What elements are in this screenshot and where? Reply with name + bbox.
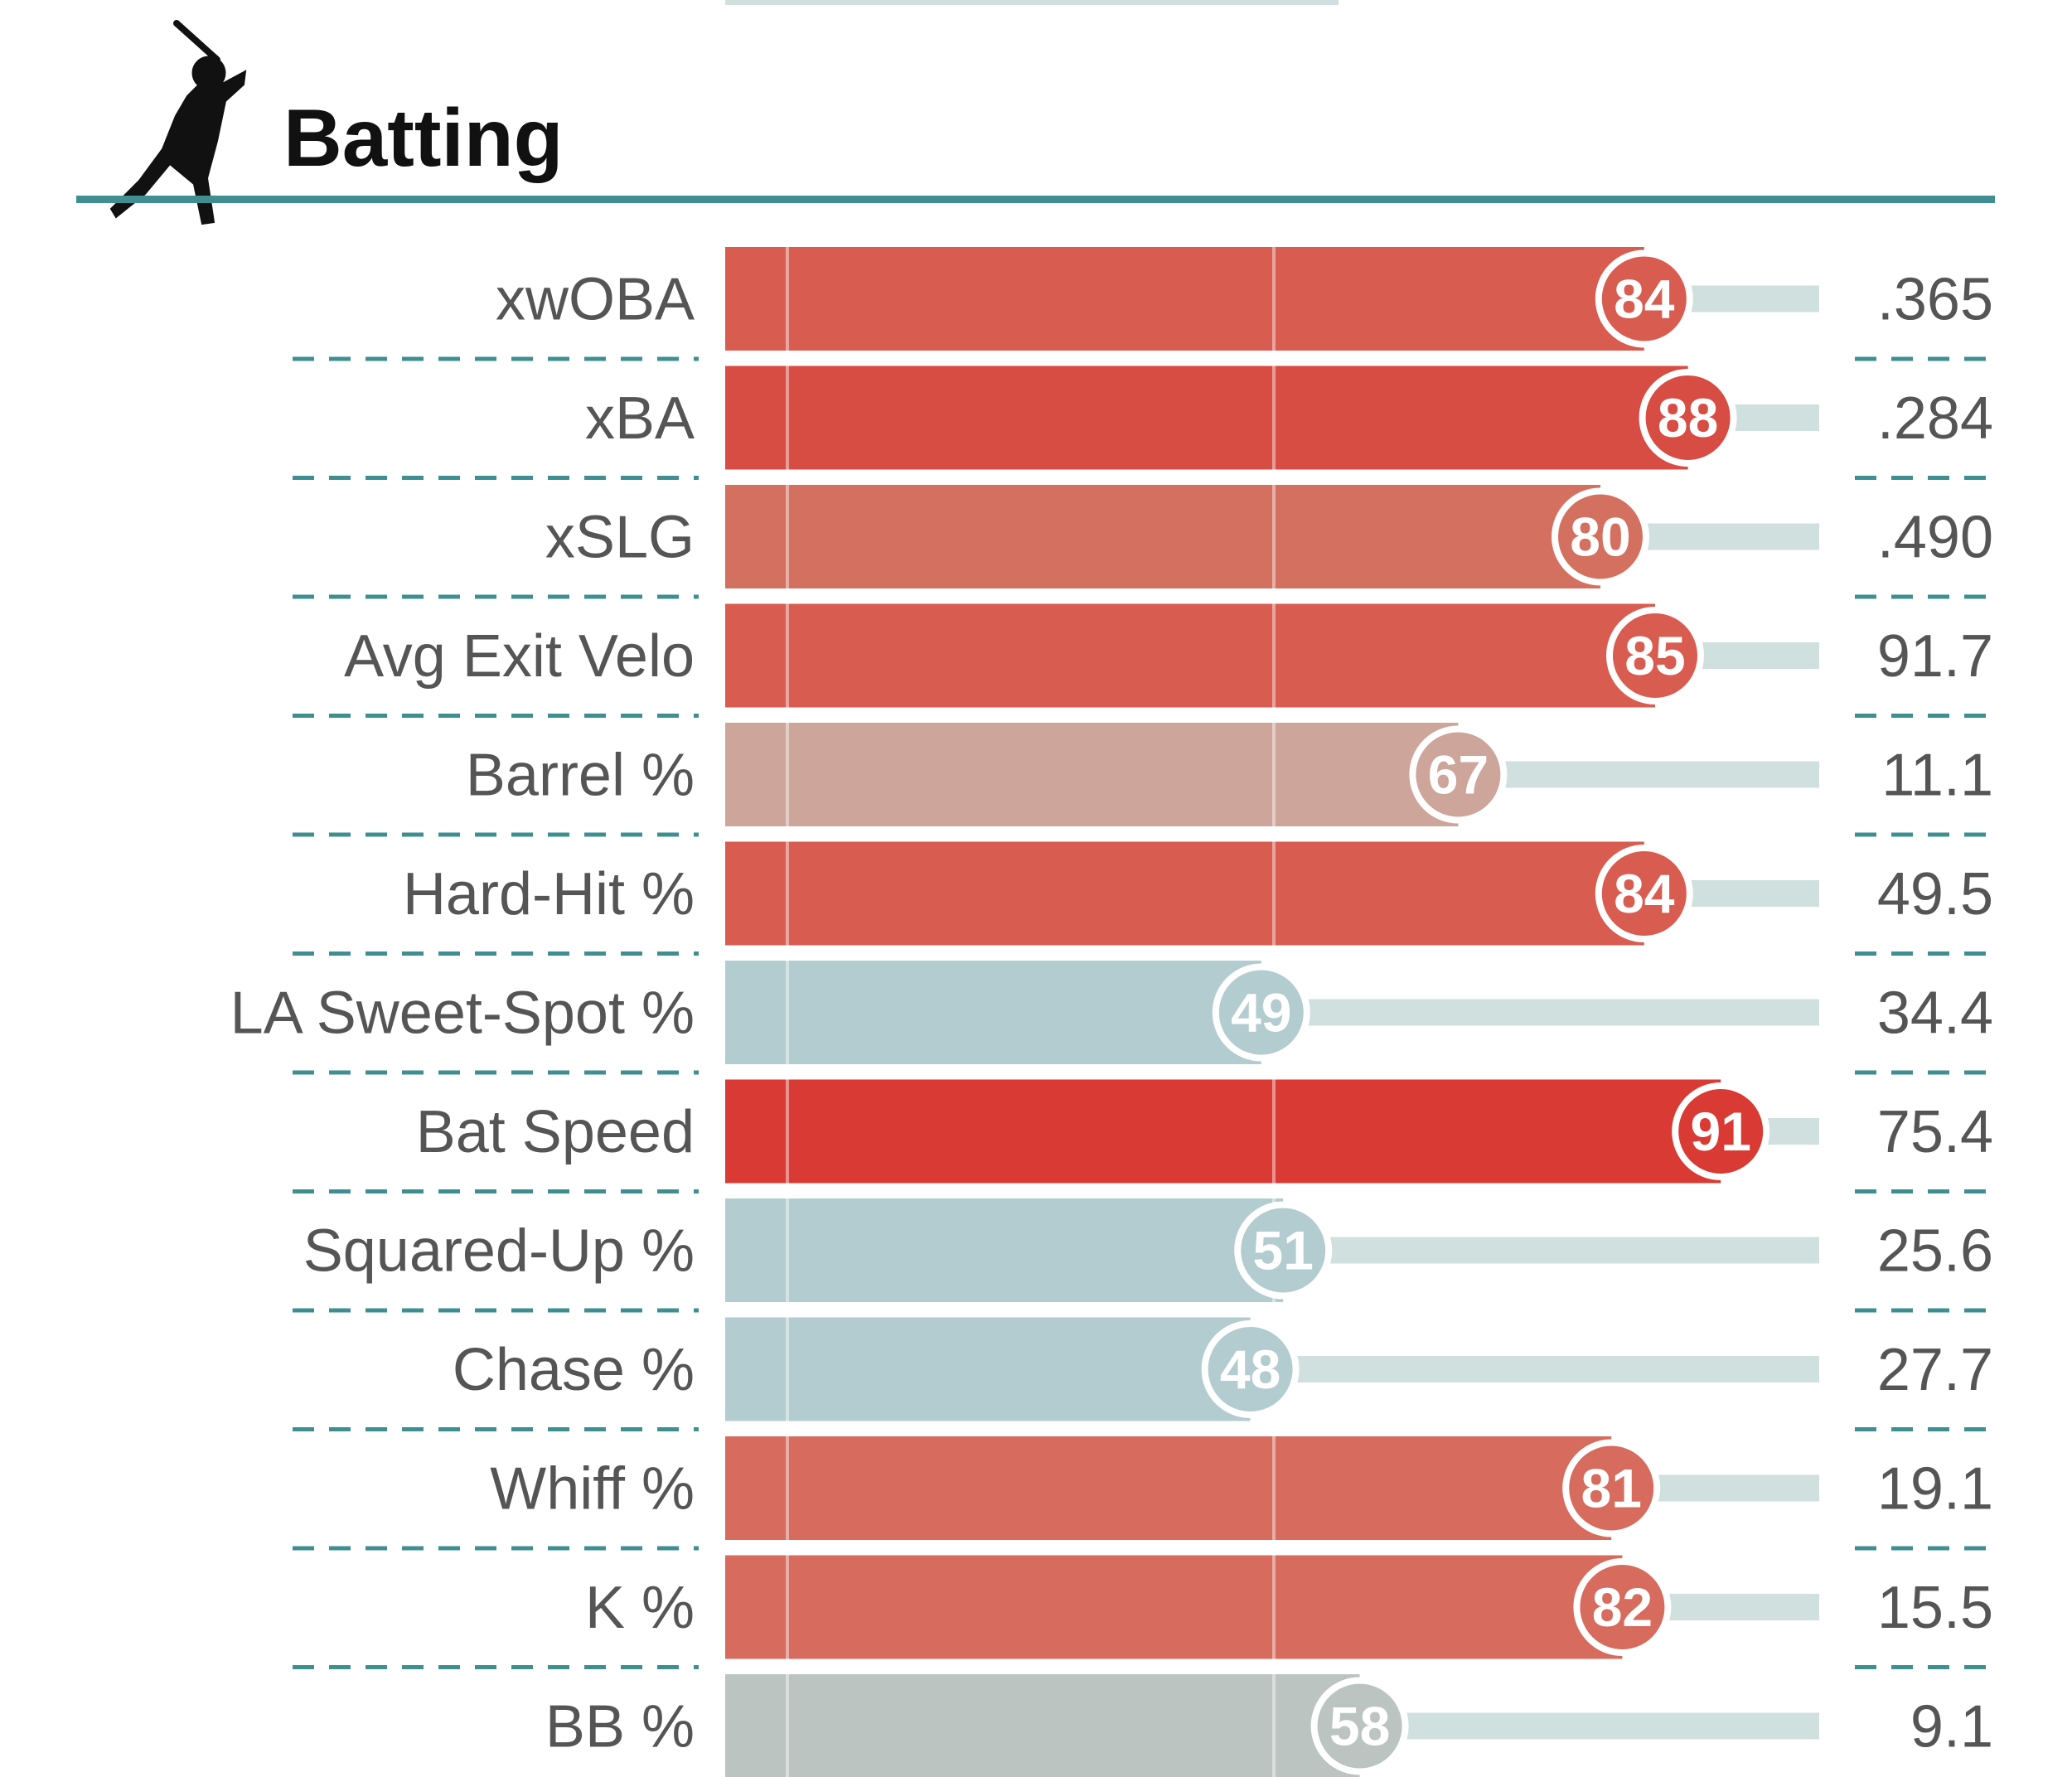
percentile-bar xyxy=(725,366,1688,470)
percentile-value: 48 xyxy=(1220,1339,1280,1400)
gridline xyxy=(1272,723,1276,826)
metric-label: Squared-Up % xyxy=(303,1218,695,1285)
percentile-circle xyxy=(1595,249,1693,348)
percentile-bar xyxy=(725,1079,1721,1184)
gridline xyxy=(1272,1674,1276,1777)
percentile-bar xyxy=(725,723,1459,826)
percentile-bar xyxy=(725,841,1644,946)
percentile-circle xyxy=(1595,845,1693,942)
gridline xyxy=(786,723,789,826)
metric-label: LA Sweet-Spot % xyxy=(230,980,695,1047)
gridline xyxy=(1272,603,1276,708)
stat-value: 19.1 xyxy=(1877,1456,1993,1523)
gridline xyxy=(786,1317,789,1421)
percentile-value: 51 xyxy=(1252,1220,1313,1281)
gridline xyxy=(786,247,789,351)
percentile-circle xyxy=(1562,1439,1661,1537)
metric-label: xBA xyxy=(585,385,695,452)
batter-silhouette-icon xyxy=(109,20,247,225)
stat-value: .490 xyxy=(1877,505,1993,571)
metric-label: Chase % xyxy=(453,1337,695,1403)
gridline xyxy=(786,1436,789,1540)
gridline xyxy=(1272,1555,1276,1659)
gridline xyxy=(786,603,789,708)
percentile-circle xyxy=(1573,1558,1672,1656)
percentile-circle xyxy=(1310,1677,1409,1775)
percentile-circle xyxy=(1639,369,1737,467)
gridline xyxy=(1272,485,1276,588)
gridline xyxy=(786,1198,789,1302)
gridline xyxy=(786,1555,789,1659)
percentile-value: 84 xyxy=(1614,269,1675,330)
stat-value: 34.4 xyxy=(1877,980,1993,1047)
percentile-bar xyxy=(725,1436,1612,1540)
stat-value: 25.6 xyxy=(1877,1218,1993,1285)
gridline xyxy=(1272,366,1276,470)
section-title: Batting xyxy=(283,92,564,183)
stat-value: .365 xyxy=(1877,267,1993,333)
metric-label: Hard-Hit % xyxy=(403,861,695,927)
metric-label: Whiff % xyxy=(490,1456,695,1523)
percentile-value: 84 xyxy=(1614,863,1675,924)
metric-label: Barrel % xyxy=(466,743,695,809)
percentile-circle xyxy=(1409,725,1508,824)
stat-value: .284 xyxy=(1877,385,1993,452)
percentile-circle xyxy=(1606,607,1704,705)
percentile-value: 88 xyxy=(1658,387,1718,448)
chart-rows: 84 xwOBA .365 88 xBA .284 80 xSLG .490 85 Avg Exit… xyxy=(230,247,1995,1777)
gridline xyxy=(786,366,789,470)
gridline xyxy=(786,485,789,588)
gridline xyxy=(1272,841,1276,946)
previous-section-bar-remnant xyxy=(725,0,1339,5)
percentile-circle xyxy=(1201,1320,1300,1418)
percentile-bar xyxy=(725,485,1600,588)
percentile-circle xyxy=(1212,963,1310,1062)
percentile-bar xyxy=(725,603,1655,708)
gridline xyxy=(1272,1436,1276,1540)
percentile-bar xyxy=(725,961,1261,1064)
percentile-value: 81 xyxy=(1581,1458,1641,1519)
percentile-bar xyxy=(725,247,1644,351)
metric-label: Avg Exit Velo xyxy=(344,623,695,690)
gridline xyxy=(1272,1079,1276,1184)
percentile-value: 80 xyxy=(1570,506,1630,568)
percentile-value: 58 xyxy=(1329,1696,1390,1757)
metric-label: BB % xyxy=(545,1694,695,1760)
percentile-circle xyxy=(1234,1201,1333,1300)
stat-value: 11.1 xyxy=(1881,743,1993,809)
percentile-value: 82 xyxy=(1592,1576,1653,1638)
stat-value: 75.4 xyxy=(1877,1099,1993,1165)
stat-value: 91.7 xyxy=(1877,623,1993,690)
gridline xyxy=(786,841,789,946)
stat-value: 27.7 xyxy=(1877,1337,1993,1403)
gridline xyxy=(786,1079,789,1184)
stat-value: 9.1 xyxy=(1910,1694,1993,1760)
stat-value: 15.5 xyxy=(1877,1575,1993,1641)
stat-value: 49.5 xyxy=(1877,861,1993,927)
percentile-circle xyxy=(1552,487,1649,586)
gridline xyxy=(1272,247,1276,351)
percentile-circle xyxy=(1672,1082,1770,1180)
percentile-bar xyxy=(725,1317,1251,1421)
percentile-bar xyxy=(725,1198,1284,1302)
percentile-bar xyxy=(725,1555,1623,1659)
section-underline xyxy=(76,196,1995,203)
percentile-value: 49 xyxy=(1231,982,1291,1043)
gridline xyxy=(786,1674,789,1777)
metric-label: xwOBA xyxy=(496,267,695,333)
gridline xyxy=(786,961,789,1064)
metric-label: xSLG xyxy=(545,505,695,571)
percentile-bar xyxy=(725,1674,1360,1777)
percentile-value: 91 xyxy=(1690,1101,1750,1162)
percentile-value: 85 xyxy=(1624,625,1685,686)
percentile-value: 67 xyxy=(1428,744,1489,806)
metric-label: K % xyxy=(585,1575,695,1641)
metric-label: Bat Speed xyxy=(416,1099,695,1165)
